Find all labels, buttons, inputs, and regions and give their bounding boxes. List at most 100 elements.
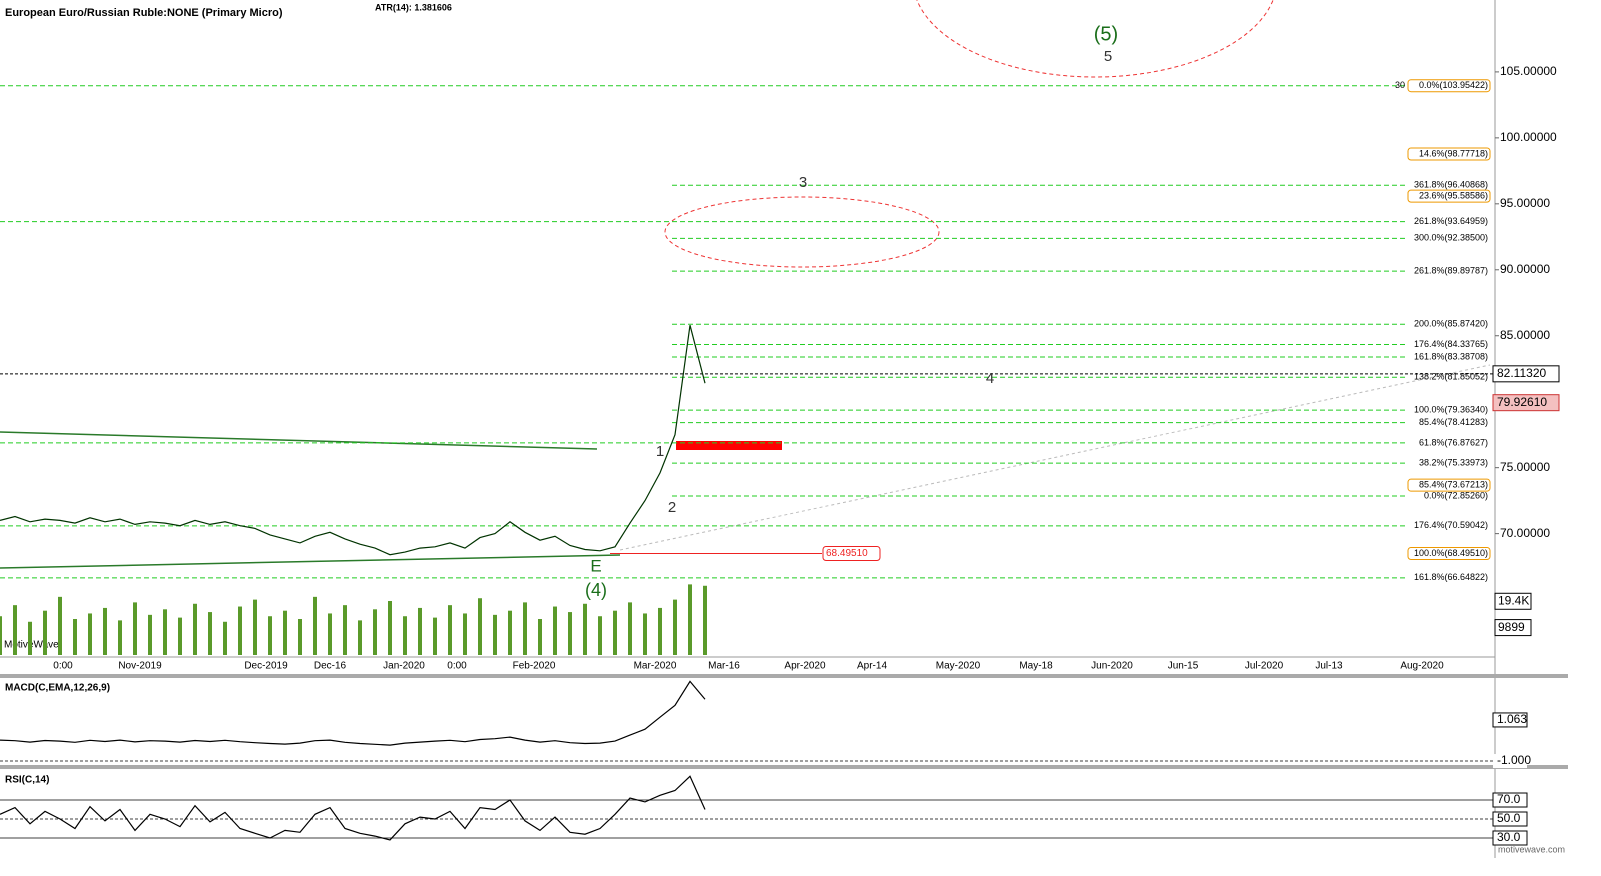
title: European Euro/Russian Ruble:NONE (Primar… (5, 7, 283, 19)
volume-bar (688, 584, 692, 655)
x-tick-label: Feb-2020 (513, 661, 556, 672)
price-line (0, 325, 706, 556)
y-tick-label: 100.00000 (1500, 130, 1557, 144)
fib-label: 261.8%(93.64959) (1414, 216, 1488, 226)
y-tick-label: 30.0 (1497, 830, 1521, 844)
x-tick-label: Jun-15 (1168, 661, 1199, 672)
volume-bar (238, 606, 242, 655)
y-tick-label: 85.00000 (1500, 328, 1550, 342)
macd-title: MACD(C,EMA,12,26,9) (5, 683, 110, 694)
volume-bar (73, 619, 77, 655)
x-tick-label: Aug-2020 (1400, 661, 1444, 672)
wave-label: (4) (585, 580, 607, 600)
wave-label: 2 (668, 499, 676, 516)
y-tick-label: 70.00000 (1500, 526, 1550, 540)
y-tick-label: 90.00000 (1500, 262, 1550, 276)
volume-bar (478, 598, 482, 655)
volume-bar (268, 616, 272, 655)
volume-bar (253, 599, 257, 655)
volume-tick-label: 19.4K (1498, 593, 1529, 607)
x-tick-label: Mar-2020 (634, 661, 677, 672)
fib-label: 100.0%(79.36340) (1414, 404, 1488, 414)
fib-label: 138.2%(81.85052) (1414, 372, 1488, 382)
footer: motivewave.com (1498, 844, 1565, 854)
fib-label: 23.6%(95.58586) (1419, 190, 1488, 200)
price-label: 79.92610 (1497, 395, 1547, 409)
volume-bar (568, 612, 572, 655)
x-tick-label: May-18 (1019, 661, 1053, 672)
tick-box (1492, 792, 1528, 808)
fib-box (1407, 546, 1491, 560)
fib-label: 200.0%(85.87420) (1414, 319, 1488, 329)
fib-box (1407, 79, 1491, 93)
wave-label: 4 (986, 370, 994, 387)
fib-label: 85.4%(78.41283) (1419, 417, 1488, 427)
volume-bar (0, 616, 2, 655)
volume-bar (703, 585, 707, 655)
wave-label: E (590, 556, 601, 575)
volume-bar (583, 603, 587, 655)
volume-bar (163, 609, 167, 655)
volume-bar (508, 610, 512, 655)
volume-bar (328, 613, 332, 655)
volume-bar (103, 607, 107, 655)
fib-label: 176.4%(70.59042) (1414, 520, 1488, 530)
volume-bar (658, 607, 662, 655)
x-tick-label: Jan-2020 (383, 661, 425, 672)
volume-bar (223, 621, 227, 655)
fib-label: 0.0%(72.85260) (1424, 490, 1488, 500)
volume-bar (613, 610, 617, 655)
volume-tick-label: 9899 (1498, 620, 1525, 634)
price-box (1492, 365, 1560, 383)
volume-bar (463, 613, 467, 655)
atr: ATR(14): 1.381606 (375, 2, 452, 12)
x-tick-label: May-2020 (936, 661, 981, 672)
volume-bar (313, 596, 317, 655)
tick-box (1492, 811, 1528, 827)
fib-label: 100.0%(68.49510) (1414, 548, 1488, 558)
volume-bar (673, 599, 677, 655)
target-ellipse (664, 196, 940, 268)
x-tick-label: Jun-2020 (1091, 661, 1133, 672)
volume-bar (208, 612, 212, 655)
trend-line (0, 431, 598, 450)
y-tick-label: 95.00000 (1500, 196, 1550, 210)
y-tick-label: 70.0 (1497, 792, 1521, 806)
y-tick-label: 105.00000 (1500, 64, 1557, 78)
volume-bar (493, 614, 497, 655)
volume-box (1494, 619, 1532, 637)
stop-label: 68.49510 (826, 548, 868, 559)
volume-bar (118, 620, 122, 655)
volume-bar (43, 610, 47, 655)
fib-label: 61.8%(76.87627) (1419, 437, 1488, 447)
volume-bar (448, 605, 452, 655)
volume-bar (538, 619, 542, 655)
volume-bar (433, 617, 437, 655)
wave-label: 3 (799, 174, 807, 191)
x-tick-label: Apr-14 (857, 661, 887, 672)
fib-label: 176.4%(84.33765) (1414, 339, 1488, 349)
chart: European Euro/Russian Ruble:NONE (Primar… (0, 0, 1568, 858)
y-tick-label: 75.00000 (1500, 460, 1550, 474)
fib-label: 161.8%(83.38708) (1414, 351, 1488, 361)
volume-bar (388, 601, 392, 655)
volume-bar (523, 602, 527, 655)
volume-bar (403, 616, 407, 655)
wave-label: (5) (1094, 23, 1118, 45)
projection-line (619, 364, 1491, 551)
target-ellipse (916, 0, 1274, 78)
volume-bar (553, 606, 557, 655)
volume-bar (133, 602, 137, 655)
zone (676, 441, 782, 450)
y-tick-label: 1.063 (1497, 712, 1527, 726)
y-tick-label: -1.000 (1497, 753, 1531, 767)
x-tick-label: Apr-2020 (784, 661, 826, 672)
x-tick-label: Dec-16 (314, 661, 347, 672)
wave-label: 5 (1104, 48, 1112, 65)
background (0, 0, 1568, 858)
volume-bar (358, 620, 362, 655)
volume-bar (373, 609, 377, 655)
x-tick-label: 0:00 (447, 661, 467, 672)
x-tick-label: 0:00 (53, 661, 73, 672)
fib-label: 0.0%(103.95422) (1419, 80, 1488, 90)
